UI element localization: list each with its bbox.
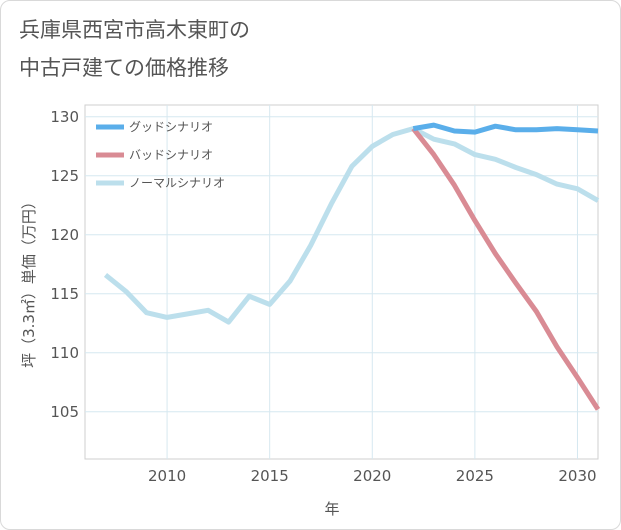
x-axis-title: 年 (324, 500, 339, 518)
x-tick-label: 2020 (353, 467, 391, 485)
y-tick-label: 110 (50, 344, 79, 362)
legend-label: ノーマルシナリオ (129, 176, 225, 190)
x-axis-ticks: 2010 2015 2020 2025 2030 (148, 467, 597, 485)
series-line-2 (103, 126, 600, 325)
gridlines (85, 105, 598, 459)
y-tick-label: 130 (50, 108, 79, 126)
x-tick-label: 2015 (251, 467, 289, 485)
x-tick-label: 2010 (148, 467, 186, 485)
legend-label: バッドシナリオ (129, 148, 213, 162)
series-lines (103, 122, 601, 411)
y-axis-ticks: 105 110 115 120 125 130 (50, 108, 79, 421)
series-line-1 (411, 127, 601, 411)
legend-label: グッドシナリオ (129, 120, 213, 134)
y-axis-title: 坪（3.3㎡）単価（万円） (20, 194, 38, 368)
chart-title: 兵庫県西宮市高木東町の 中古戸建ての価格推移 (19, 11, 479, 87)
x-tick-label: 2025 (456, 467, 494, 485)
chart-title-line-1: 兵庫県西宮市高木東町の (19, 18, 250, 42)
y-tick-label: 115 (50, 285, 79, 303)
series-line-0 (412, 122, 599, 135)
chart-title-line-2: 中古戸建ての価格推移 (19, 56, 229, 80)
y-tick-label: 105 (50, 403, 79, 421)
y-tick-label: 125 (50, 167, 79, 185)
y-tick-label: 120 (50, 226, 79, 244)
x-tick-label: 2030 (558, 467, 596, 485)
